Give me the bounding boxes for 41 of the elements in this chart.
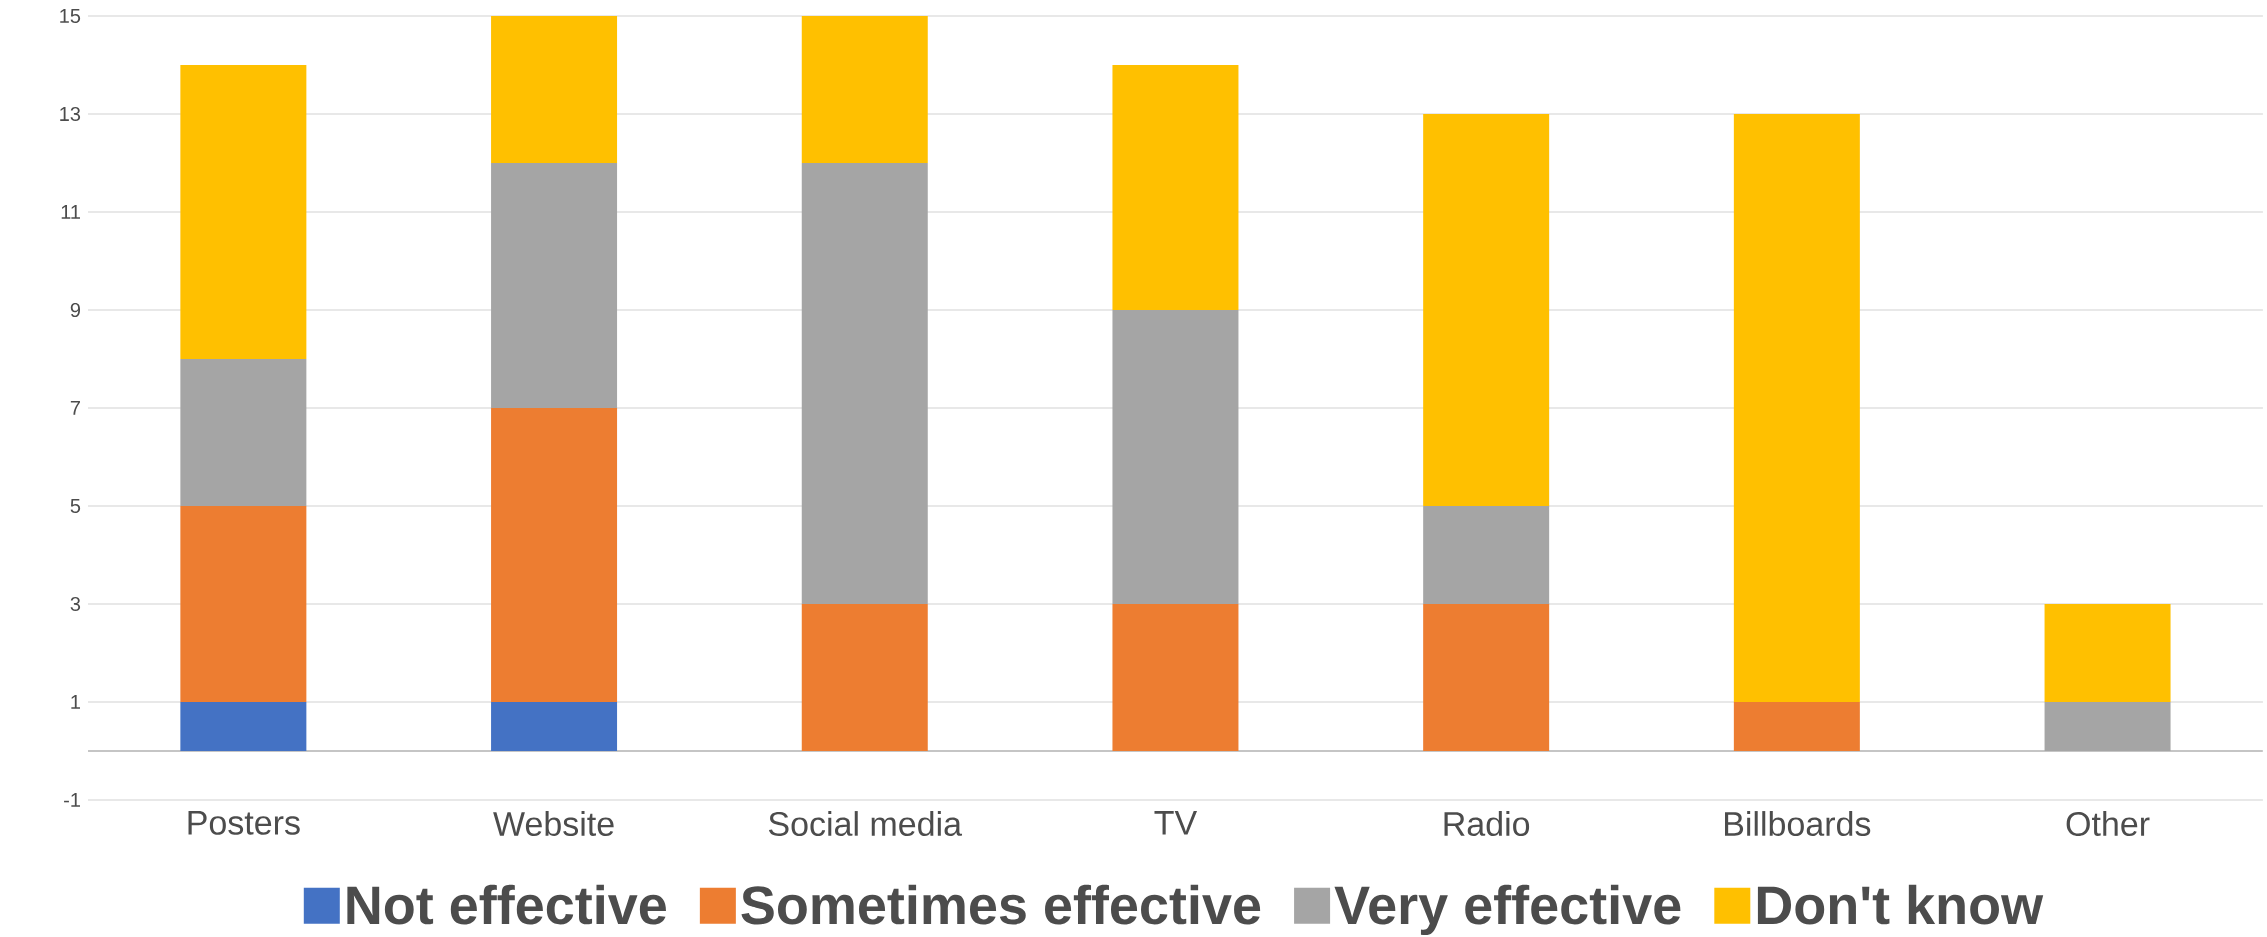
bar (180, 64, 307, 359)
x-tick-label: Radio (1444, 811, 1530, 837)
x-tick-label: Billboards (1725, 811, 1871, 837)
bar (1423, 603, 1550, 751)
legend-label: Don't know (1757, 884, 2044, 925)
bar (180, 701, 307, 751)
y-tick-label: 15 (60, 9, 81, 23)
bar (1733, 113, 1860, 702)
x-tick-label: TV (1154, 811, 1198, 835)
bar (801, 162, 928, 604)
legend-label: Not effective (347, 884, 666, 925)
y-tick-label: 7 (70, 401, 80, 415)
bar (1112, 309, 1239, 604)
y-tick-label: 3 (70, 596, 81, 612)
x-tick-label: Other (2066, 811, 2150, 837)
bar (801, 15, 928, 163)
bar (1423, 113, 1550, 506)
bar (801, 603, 928, 751)
bar (491, 407, 618, 702)
bar (1112, 64, 1239, 310)
bar (180, 505, 307, 702)
y-tick-label: 11 (61, 205, 80, 219)
bar (2044, 603, 2171, 702)
x-tick-label: Social media (768, 811, 963, 837)
bar (491, 162, 618, 408)
legend-label: Very effective (1334, 884, 1681, 936)
y-tick-label: 1 (71, 695, 80, 709)
bar (1423, 505, 1550, 604)
bar (1112, 603, 1239, 751)
y-tick-label: 9 (70, 302, 81, 318)
x-tick-label: Posters (188, 811, 300, 835)
bar (180, 358, 307, 506)
y-tick-label: -1 (64, 793, 80, 807)
bar (1733, 701, 1860, 751)
x-tick-label: Website (493, 811, 614, 837)
y-tick-label: 5 (70, 499, 81, 513)
y-tick-label: 13 (60, 106, 81, 122)
bar (2044, 701, 2171, 751)
bar (491, 701, 618, 751)
bar (491, 15, 618, 163)
legend-label: Sometimes effective (741, 884, 1261, 925)
